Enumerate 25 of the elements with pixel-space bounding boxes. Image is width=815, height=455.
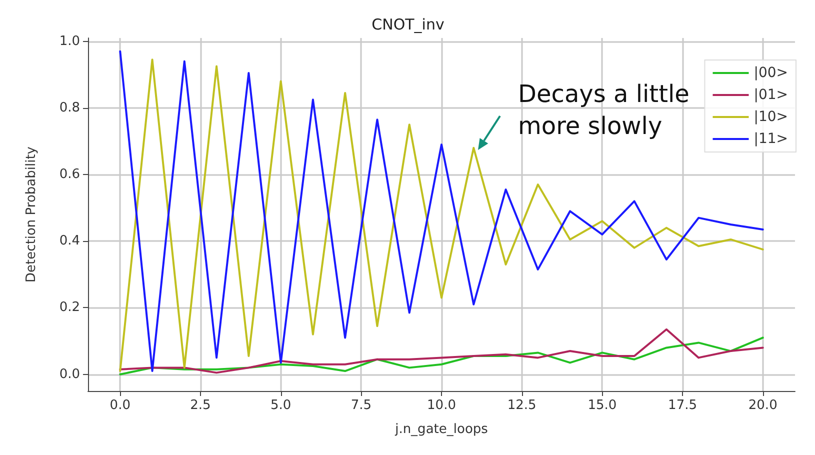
y-tick-label: 1.0 <box>59 34 80 49</box>
y-tick-label: 0.0 <box>59 366 80 382</box>
x-tick-label: 15.0 <box>588 398 617 413</box>
y-tick-label: 0.2 <box>59 300 80 316</box>
x-tick-label: 7.5 <box>350 398 372 413</box>
x-axis-title: j.n_gate_loops <box>394 422 488 437</box>
line-series <box>119 328 764 374</box>
y-tick-label: 0.8 <box>59 100 80 116</box>
legend-label: |10> <box>754 109 788 125</box>
x-tick-label: 20.0 <box>748 398 778 413</box>
x-tick-label: 0.0 <box>110 398 130 413</box>
annotation: Decays a little more slowly <box>518 80 690 140</box>
x-tick-label: 12.5 <box>507 398 536 413</box>
x-tick-label: 2.5 <box>190 398 211 413</box>
y-tick-label: 0.6 <box>59 167 80 182</box>
x-tick-label: 10.0 <box>427 398 456 413</box>
legend-label: |01> <box>754 87 788 103</box>
y-axis-title: Detection Probability <box>24 146 39 283</box>
chart-title: CNOT_inv <box>372 16 444 34</box>
x-tick-label: 5.0 <box>270 398 292 413</box>
legend-label: |11> <box>754 131 788 147</box>
legend-label: |00> <box>754 65 788 81</box>
line-series <box>119 336 764 376</box>
y-tick-label: 0.4 <box>59 234 80 249</box>
x-tick-label: 17.5 <box>668 398 697 413</box>
